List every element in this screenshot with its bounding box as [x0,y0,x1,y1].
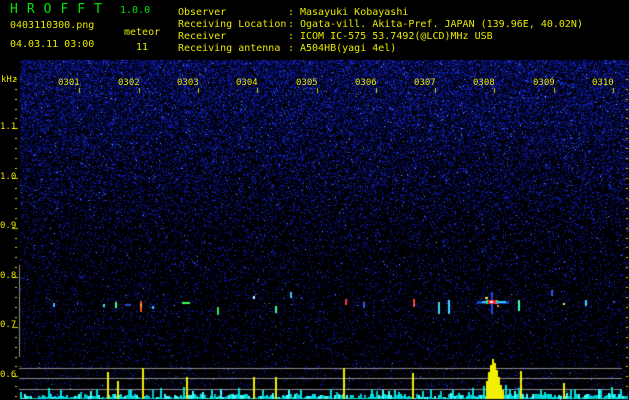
info-separator: : [288,43,295,54]
station-info: Observer : Masayuki Kobayashi Receiving … [178,7,583,55]
info-row-receiver: Receiver : ICOM IC-575 53.7492(@LCD)MHz … [178,31,583,43]
info-separator: : [288,31,295,42]
info-value: ICOM IC-575 53.7492(@LCD)MHz USB [300,31,493,42]
file-name: 0403110300.png [10,20,95,31]
app-title: HROFFT [10,2,111,17]
mode-label: meteor [124,27,161,38]
info-value: Ogata-vill. Akita-Pref. JAPAN (139.96E, … [300,19,583,30]
freq-axis-unit: kHz [1,75,18,85]
info-value: A504HB(yagi 4el) [300,43,397,54]
info-label: Observer [178,7,227,18]
info-row-location: Receiving Location : Ogata-vill. Akita-P… [178,19,583,31]
info-label: Receiving Location [178,19,287,30]
info-label: Receiving antenna [178,43,281,54]
info-label: Receiver [178,31,227,42]
info-row-observer: Observer : Masayuki Kobayashi [178,7,583,19]
observation-datetime: 04.03.11 03:00 [10,39,95,50]
app-version: 1.0.0 [120,5,151,16]
info-value: Masayuki Kobayashi [300,7,409,18]
echo-count: 11 [136,42,149,53]
info-separator: : [288,7,295,18]
info-row-antenna: Receiving antenna : A504HB(yagi 4el) [178,43,583,55]
info-separator: : [288,19,295,30]
